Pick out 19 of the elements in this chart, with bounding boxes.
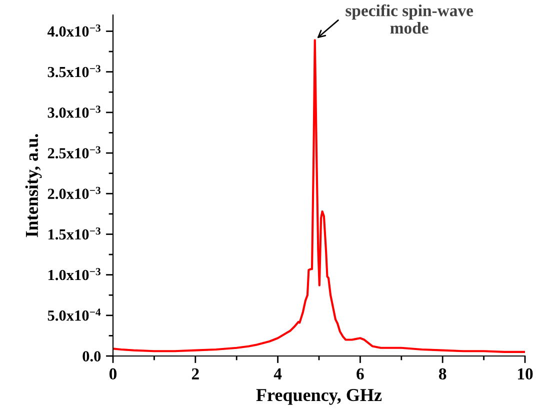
y-tick-label: 2.5x10$^{−3}$: [48, 146, 100, 158]
y-tick-label: 0.0: [82, 351, 101, 362]
x-tick-label: 4: [274, 368, 282, 380]
x-tick-label: 8: [438, 368, 446, 380]
y-tick-label: 5.0x10$^{−4}$: [48, 308, 101, 321]
x-tick-label: 6: [356, 368, 364, 380]
x-axis-title: Frequency, GHz: [256, 389, 382, 405]
y-tick-label: 1.5x10$^{−3}$: [48, 227, 100, 240]
y-tick-label: 1.0x10$^{−3}$: [48, 268, 100, 280]
y-tick-label: 3.0x10$^{−3}$: [48, 106, 100, 118]
y-tick-label: 4.0x10$^{−3}$: [47, 24, 100, 37]
x-tick-label: 2: [192, 368, 199, 380]
y-tick-label: 2.0x10$^{−3}$: [48, 186, 100, 200]
x-tick-label: 0: [109, 368, 117, 380]
x-tick-label: 10: [518, 368, 533, 380]
y-tick-label: 3.5x10$^{−3}$: [48, 65, 100, 78]
y-axis-title: Intensity, a.u.: [25, 134, 42, 238]
line-series: [113, 39, 525, 353]
annotation: specific spin-wave mode: [346, 4, 474, 34]
